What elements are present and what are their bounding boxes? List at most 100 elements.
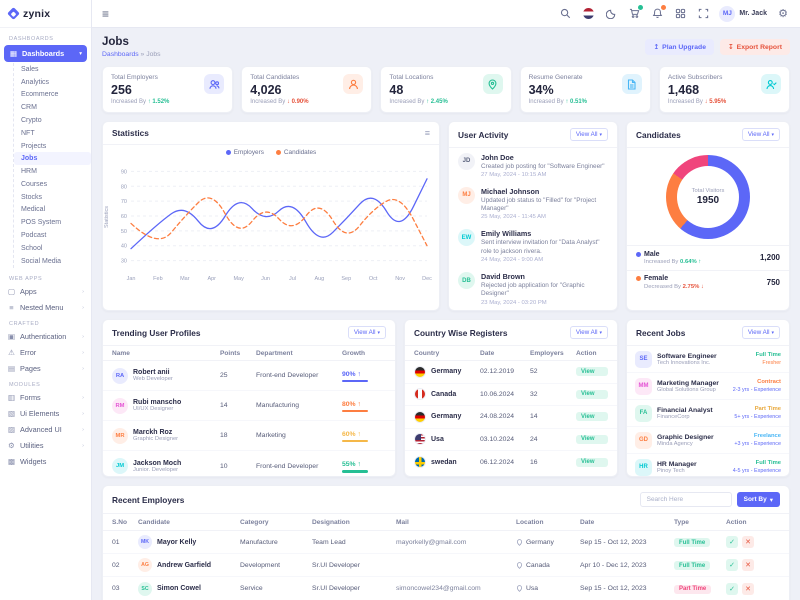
country-name: Germany — [431, 368, 462, 376]
user-name: Mr. Jack — [739, 10, 767, 17]
sidebar-item-authentication[interactable]: ▣ Authentication › — [0, 329, 91, 345]
job-item[interactable]: SE Software Engineer Tech Innovations In… — [627, 346, 789, 373]
table-row[interactable]: Germany 24.08.2024 14 View — [405, 406, 617, 429]
apps-grid-icon[interactable] — [673, 7, 687, 21]
arrow-up-icon: ↑ — [357, 400, 361, 408]
card-menu-icon[interactable]: ≡ — [424, 128, 430, 138]
growth-value: 90% — [342, 370, 356, 378]
view-button[interactable]: View — [576, 457, 608, 467]
view-button[interactable]: View — [576, 367, 608, 377]
sidebar-item-stocks[interactable]: Stocks — [21, 193, 43, 201]
stat-title: Total Candidates — [250, 74, 300, 81]
hamburger-menu-icon[interactable]: ≡ — [102, 6, 110, 21]
grid-icon: ▦ — [9, 49, 18, 58]
stat-delta: 1.52% — [152, 99, 170, 105]
approve-button[interactable]: ✓ — [726, 582, 738, 595]
table-row[interactable]: 01 MK Mayor Kelly Manufacture Team Lead … — [103, 531, 789, 554]
app-logo[interactable]: zynix — [0, 0, 91, 28]
notifications-bell-icon[interactable] — [650, 4, 667, 21]
view-all-button[interactable]: View All ▾ — [569, 326, 608, 339]
job-item[interactable]: MM Marketing Manager Global Solutions Gr… — [627, 373, 789, 400]
sidebar-item-school[interactable]: School — [21, 244, 43, 252]
export-report-button[interactable]: ↧ Export Report — [719, 39, 790, 55]
settings-gear-icon[interactable]: ⚙ — [778, 8, 788, 20]
reject-button[interactable]: ✕ — [742, 582, 754, 595]
dark-mode-moon-icon[interactable] — [604, 7, 618, 21]
sort-by-button[interactable]: Sort By ▾ — [736, 492, 780, 507]
user-menu[interactable]: MJ Mr. Jack — [719, 5, 767, 22]
cart-icon[interactable] — [627, 4, 644, 21]
sidebar-item-nested-menu[interactable]: ≡ Nested Menu › — [0, 300, 91, 316]
view-all-button[interactable]: View All ▾ — [569, 128, 608, 141]
profile-role: Graphic Designer — [133, 436, 179, 442]
sidebar-item-nft[interactable]: NFT — [21, 129, 35, 137]
table-row[interactable]: RM Rubi manscho UI/UX Designer 14 Manufa… — [103, 391, 395, 421]
sidebar-item-jobs[interactable]: Jobs — [14, 152, 91, 166]
approve-button[interactable]: ✓ — [726, 536, 738, 548]
profile-name: Rubi manscho — [133, 399, 182, 406]
search-icon[interactable] — [558, 7, 572, 21]
sidebar-item-dashboards[interactable]: ▦ Dashboards ▾ — [4, 45, 87, 62]
sidebar-item-hrm[interactable]: HRM — [21, 168, 37, 176]
view-button[interactable]: View — [576, 412, 608, 422]
table-row[interactable]: swedan 06.12.2024 16 View — [405, 451, 617, 474]
sidebar-item-analytics[interactable]: Analytics — [21, 78, 50, 86]
svg-text:Jan: Jan — [127, 276, 136, 282]
search-input[interactable] — [639, 492, 732, 507]
sidebar-item-widgets[interactable]: ▩ Widgets — [0, 454, 91, 470]
sidebar-item-ui-elements[interactable]: ▧ Ui Elements › — [0, 406, 91, 422]
view-all-button[interactable]: View All ▾ — [741, 128, 780, 141]
view-button[interactable]: View — [576, 389, 608, 399]
column-points: Points — [220, 349, 241, 357]
view-button[interactable]: View — [576, 434, 608, 444]
sidebar-item-sales[interactable]: Sales — [21, 65, 39, 73]
activity-item: JD John Doe Created job posting for "Sof… — [449, 148, 617, 182]
sidebar-item-ecommerce[interactable]: Ecommerce — [21, 91, 59, 99]
sidebar-item-utilities[interactable]: ⚙ Utilities › — [0, 438, 91, 454]
approve-button[interactable]: ✓ — [726, 559, 738, 571]
sidebar-item-advanced-ui[interactable]: ▨ Advanced UI › — [0, 422, 91, 438]
sidebar-item-social-media[interactable]: Social Media — [21, 257, 62, 265]
sidebar-item-courses[interactable]: Courses — [21, 180, 48, 188]
view-all-button[interactable]: View All ▾ — [347, 326, 386, 339]
stat-card-active-subscribers: Active Subscribers 1,468 Increased By ↓ … — [658, 66, 791, 113]
category-value: Service — [240, 585, 263, 592]
caret-down-icon: ▾ — [599, 329, 602, 336]
category-value: Development — [240, 561, 281, 569]
sidebar-item-crypto[interactable]: Crypto — [21, 117, 42, 125]
sidebar-item-pos-system[interactable]: POS System — [21, 219, 62, 227]
job-item[interactable]: FA Financial Analyst FinanceCorp Part Ti… — [627, 400, 789, 427]
plan-upgrade-button[interactable]: ↥ Plan Upgrade — [645, 39, 714, 55]
job-type-badge: Full Time — [755, 352, 781, 359]
sidebar-item-apps[interactable]: ▢ Apps › — [0, 284, 91, 300]
sidebar-item-pages[interactable]: ▤ Pages › — [0, 361, 91, 377]
breadcrumb-dashboards[interactable]: Dashboards — [102, 51, 139, 58]
register-date: 10.06.2024 — [480, 390, 515, 398]
reject-button[interactable]: ✕ — [742, 536, 754, 548]
main-content: Jobs Dashboards » Jobs ↥ Plan Upgrade ↧ … — [92, 28, 800, 600]
caret-down-icon: ▾ — [771, 329, 774, 336]
table-row[interactable]: RA Robert anii Web Developer 25 Front-en… — [103, 361, 395, 391]
chart-legend: Employers Candidates — [103, 145, 439, 156]
sidebar-item-podcast[interactable]: Podcast — [21, 232, 47, 240]
table-row[interactable]: Canada 10.06.2024 32 View — [405, 384, 617, 406]
table-row[interactable]: JM Jackson Moch Junior. Developer 10 Fro… — [103, 451, 395, 476]
sidebar-item-crm[interactable]: CRM — [21, 104, 37, 112]
sidebar-item-projects[interactable]: Projects — [21, 142, 47, 150]
table-row[interactable]: 02 AG Andrew Garfield Development Sr.UI … — [103, 554, 789, 577]
table-row[interactable]: Germany 02.12.2019 52 View — [405, 361, 617, 384]
female-dot — [636, 276, 641, 281]
table-row[interactable]: MR Marckh Roz Graphic Designer 18 Market… — [103, 421, 395, 451]
canada-flag-icon — [414, 388, 426, 401]
job-item[interactable]: GD Graphic Designer Minda Agency Freelan… — [627, 427, 789, 454]
view-all-button[interactable]: View All ▾ — [741, 326, 780, 339]
sidebar-item-medical[interactable]: Medical — [21, 206, 46, 214]
fullscreen-icon[interactable] — [696, 7, 710, 21]
job-item[interactable]: HR HR Manager Pinoy Tech Full Time 4-5 y… — [627, 454, 789, 476]
reject-button[interactable]: ✕ — [742, 559, 754, 571]
sidebar-item-error[interactable]: ⚠ Error › — [0, 345, 91, 361]
table-row[interactable]: Usa 03.10.2024 24 View — [405, 429, 617, 451]
table-row[interactable]: 03 SC Simon Cowel Service Sr.UI Develope… — [103, 577, 789, 600]
language-flag-icon[interactable] — [581, 7, 595, 21]
sidebar-item-forms[interactable]: ▥ Forms › — [0, 390, 91, 406]
